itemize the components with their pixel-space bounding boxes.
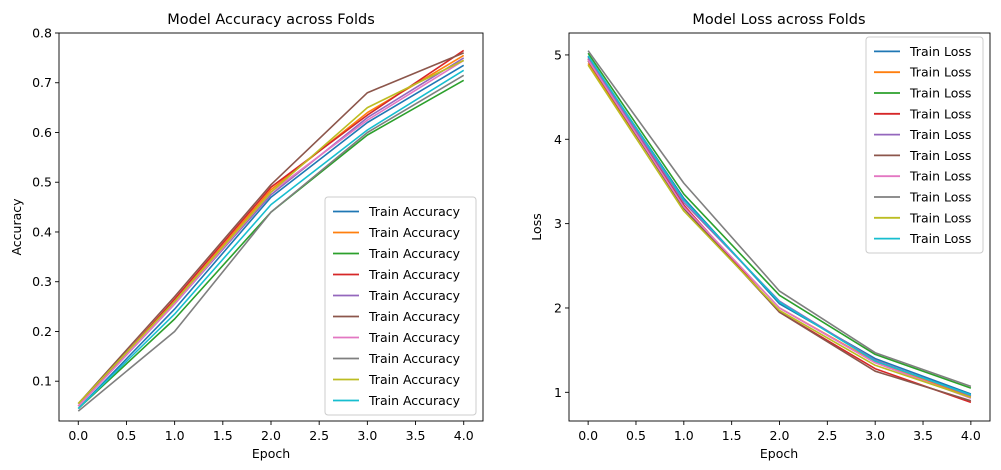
accuracy-legend-label-7: Train Accuracy [368, 330, 461, 345]
loss-legend-label-3: Train Loss [909, 86, 971, 101]
accuracy-x-tick-label: 2.0 [261, 428, 281, 443]
loss-chart-xlabel: Epoch [760, 446, 798, 461]
loss-y-tick-label: 5 [554, 47, 562, 62]
loss-y-tick-label: 1 [554, 385, 562, 400]
loss-x-tick-label: 1.5 [722, 428, 742, 443]
accuracy-legend-label-6: Train Accuracy [368, 309, 461, 324]
accuracy-legend-label-10: Train Accuracy [368, 393, 461, 408]
accuracy-y-tick-label: 0.2 [32, 324, 52, 339]
loss-x-tick-label: 4.0 [961, 428, 981, 443]
loss-chart-title: Model Loss across Folds [692, 12, 865, 28]
loss-legend-label-1: Train Loss [909, 44, 971, 59]
accuracy-legend-label-9: Train Accuracy [368, 372, 461, 387]
loss-legend-label-8: Train Loss [909, 190, 971, 205]
loss-chart: Model Loss across Folds Epoch Loss 0.0 0.… [529, 12, 990, 461]
accuracy-chart-ylabel: Accuracy [9, 198, 24, 256]
accuracy-chart: Model Accuracy across Folds Epoch Accura… [9, 12, 483, 461]
accuracy-chart-xlabel: Epoch [252, 446, 290, 461]
accuracy-y-tick-label: 0.1 [32, 374, 52, 389]
accuracy-legend-label-3: Train Accuracy [368, 246, 461, 261]
loss-y-tick-label: 3 [554, 216, 562, 231]
loss-legend-label-7: Train Loss [909, 169, 971, 184]
accuracy-y-tick-label: 0.7 [32, 75, 52, 90]
loss-x-tick-label: 2.0 [770, 428, 790, 443]
accuracy-y-tick-label: 0.6 [32, 125, 52, 140]
loss-legend-label-4: Train Loss [909, 106, 971, 121]
loss-legend: Train Loss Train Loss Train Loss Train Loss… [866, 37, 983, 253]
accuracy-x-tick-label: 3.0 [357, 428, 377, 443]
loss-chart-ylabel: Loss [529, 213, 544, 240]
loss-x-tick-label: 2.5 [817, 428, 837, 443]
accuracy-y-tick-label: 0.5 [32, 175, 52, 190]
accuracy-legend-label-2: Train Accuracy [368, 225, 461, 240]
loss-legend-label-5: Train Loss [909, 127, 971, 142]
accuracy-x-tick-label: 1.5 [213, 428, 233, 443]
accuracy-x-tick-label: 0.5 [117, 428, 137, 443]
accuracy-legend: Train Accuracy Train Accuracy Train Accura… [325, 197, 476, 415]
accuracy-chart-title: Model Accuracy across Folds [167, 12, 375, 28]
accuracy-y-tick-label: 0.3 [32, 274, 52, 289]
loss-y-tick-label: 4 [554, 132, 562, 147]
accuracy-legend-label-8: Train Accuracy [368, 351, 461, 366]
accuracy-x-tick-label: 3.5 [406, 428, 426, 443]
accuracy-y-tick-label: 0.8 [32, 26, 52, 41]
loss-x-tick-label: 0.0 [578, 428, 598, 443]
accuracy-legend-label-5: Train Accuracy [368, 288, 461, 303]
loss-legend-label-6: Train Loss [909, 148, 971, 163]
accuracy-x-tick-label: 1.0 [165, 428, 185, 443]
loss-x-tick-label: 3.5 [913, 428, 933, 443]
loss-x-tick-label: 1.0 [674, 428, 694, 443]
loss-legend-label-9: Train Loss [909, 210, 971, 225]
loss-x-tick-label: 3.0 [865, 428, 885, 443]
accuracy-legend-label-4: Train Accuracy [368, 267, 461, 282]
accuracy-x-tick-label: 2.5 [309, 428, 329, 443]
accuracy-y-tick-label: 0.4 [32, 224, 52, 239]
accuracy-x-tick-label: 4.0 [454, 428, 474, 443]
accuracy-legend-label-1: Train Accuracy [368, 204, 461, 219]
loss-x-tick-label: 0.5 [626, 428, 646, 443]
loss-y-tick-label: 2 [554, 300, 562, 315]
loss-legend-label-2: Train Loss [909, 65, 971, 80]
loss-legend-label-10: Train Loss [909, 231, 971, 246]
accuracy-x-tick-label: 0.0 [68, 428, 88, 443]
